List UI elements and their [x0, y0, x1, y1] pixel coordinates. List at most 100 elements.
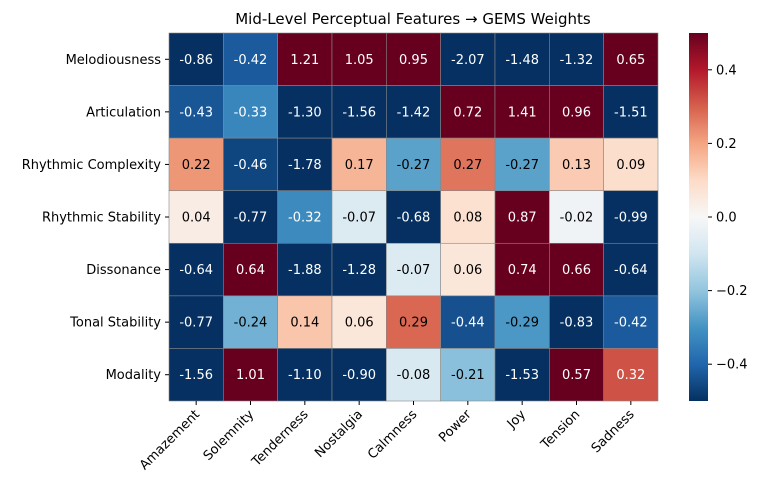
- cell-value-label: -2.07: [451, 53, 485, 68]
- cell-value-label: -1.51: [614, 105, 648, 120]
- heatmap-cell: [331, 242, 387, 297]
- cell-value-label: 0.06: [453, 263, 482, 278]
- colorbar-tick-label: −0.2: [716, 284, 748, 299]
- heatmap-cell: [603, 295, 659, 349]
- cell-value-label: -0.44: [451, 316, 485, 331]
- cell-value-label: -0.64: [179, 263, 213, 278]
- heatmap-cell: [386, 85, 441, 139]
- cell-value-label: -0.29: [505, 316, 539, 331]
- heatmap-cell: [386, 137, 441, 192]
- cell-value-label: -0.77: [234, 211, 268, 226]
- cell-value-label: -0.86: [179, 53, 213, 68]
- heatmap-cell: [386, 348, 441, 402]
- heatmap-cell: [168, 348, 224, 402]
- cell-value-label: -1.10: [288, 368, 322, 383]
- cell-value-label: -1.42: [397, 105, 431, 120]
- heatmap-cell: [440, 242, 496, 297]
- heatmap-cell: [549, 295, 604, 349]
- heatmap-cell: [277, 348, 333, 402]
- cell-value-label: -0.24: [234, 316, 268, 331]
- heatmap-cell: [223, 348, 278, 402]
- heatmap-cell: [331, 137, 387, 192]
- heatmap-cell: [331, 32, 387, 86]
- heatmap-cell: [223, 137, 278, 192]
- cell-value-label: 1.41: [508, 105, 537, 120]
- colorbar-ticks: −0.4 −0.2 0.0 0.2 0.4: [708, 63, 748, 373]
- cell-value-label: 0.57: [562, 368, 591, 383]
- cell-value-label: -0.83: [560, 316, 594, 331]
- chart-title: Mid-Level Perceptual Features → GEMS Wei…: [235, 10, 591, 28]
- heatmap-cell: [440, 85, 496, 139]
- cell-value-label: 0.66: [562, 263, 591, 278]
- cell-value-label: -0.07: [342, 211, 376, 226]
- heatmap-cell: [331, 295, 387, 349]
- heatmap-cell: [168, 137, 224, 192]
- heatmap-cell: [494, 242, 550, 297]
- colorbar-tick-label: −0.4: [716, 358, 748, 373]
- cell-value-label: 0.22: [182, 158, 211, 173]
- column-label: Calmness: [365, 407, 420, 462]
- cell-value-label: 0.13: [562, 158, 591, 173]
- row-label: Dissonance: [86, 263, 161, 278]
- cell-value-label: 1.21: [290, 53, 319, 68]
- heatmap-cell: [549, 85, 604, 139]
- heatmap-cell: [331, 85, 387, 139]
- heatmap-cell: [386, 32, 441, 86]
- heatmap-cells: [168, 32, 659, 402]
- row-label: Tonal Stability: [69, 316, 161, 331]
- cell-value-label: 0.06: [345, 316, 374, 331]
- cell-value-label: 0.64: [236, 263, 265, 278]
- column-label: Tenderness: [249, 407, 312, 470]
- colorbar-gradient: [689, 33, 708, 401]
- heatmap-cell: [168, 190, 224, 244]
- heatmap-cell: [223, 242, 278, 297]
- cell-value-label: -1.78: [288, 158, 322, 173]
- heatmap-cell: [277, 32, 333, 86]
- cell-value-labels: -0.86 -0.42 1.21 1.05 0.95 -2.07 -1.48 -1.32 0.6…: [179, 53, 647, 383]
- heatmap-cell: [549, 32, 604, 86]
- cell-value-label: 0.96: [562, 105, 591, 120]
- heatmap-cell: [277, 137, 333, 192]
- cell-value-label: 0.72: [453, 105, 482, 120]
- colorbar-tick-label: 0.2: [716, 137, 737, 152]
- cell-value-label: 0.29: [399, 316, 428, 331]
- cell-value-label: -1.32: [560, 53, 594, 68]
- heatmap-cell: [440, 295, 496, 349]
- cell-value-label: -0.64: [614, 263, 648, 278]
- colorbar: −0.4 −0.2 0.0 0.2 0.4: [689, 33, 748, 401]
- row-labels: Melodiousness Articulation Rhythmic Comple…: [22, 53, 169, 383]
- cell-value-label: -0.99: [614, 211, 648, 226]
- cell-value-label: -1.48: [505, 53, 539, 68]
- heatmap-cell: [223, 295, 278, 349]
- column-label: Joy: [504, 407, 529, 432]
- cell-value-label: 0.27: [453, 158, 482, 173]
- cell-value-label: -0.27: [505, 158, 539, 173]
- row-label: Articulation: [86, 105, 161, 120]
- row-label: Modality: [106, 368, 162, 383]
- cell-value-label: 0.04: [182, 211, 211, 226]
- heatmap-cell: [168, 295, 224, 349]
- cell-value-label: -0.77: [179, 316, 213, 331]
- heatmap-cell: [277, 242, 333, 297]
- cell-value-label: -0.68: [397, 211, 431, 226]
- cell-value-label: -0.32: [288, 211, 322, 226]
- colorbar-tick-label: 0.0: [716, 211, 737, 226]
- cell-value-label: 0.09: [616, 158, 645, 173]
- cell-value-label: 0.14: [290, 316, 319, 331]
- cell-value-label: -0.42: [614, 316, 648, 331]
- colorbar-tick-label: 0.4: [716, 63, 737, 78]
- heatmap-cell: [549, 190, 604, 244]
- cell-value-label: -1.56: [179, 368, 213, 383]
- heatmap-cell: [223, 190, 278, 244]
- heatmap-cell: [277, 85, 333, 139]
- column-label: Tension: [538, 407, 584, 453]
- cell-value-label: 0.95: [399, 53, 428, 68]
- heatmap-cell: [603, 242, 659, 297]
- cell-value-label: -0.33: [234, 105, 268, 120]
- cell-value-label: 0.65: [616, 53, 645, 68]
- cell-value-label: -0.43: [179, 105, 213, 120]
- column-label: Amazement: [137, 407, 203, 473]
- cell-value-label: 0.74: [508, 263, 537, 278]
- cell-value-label: -0.90: [342, 368, 376, 383]
